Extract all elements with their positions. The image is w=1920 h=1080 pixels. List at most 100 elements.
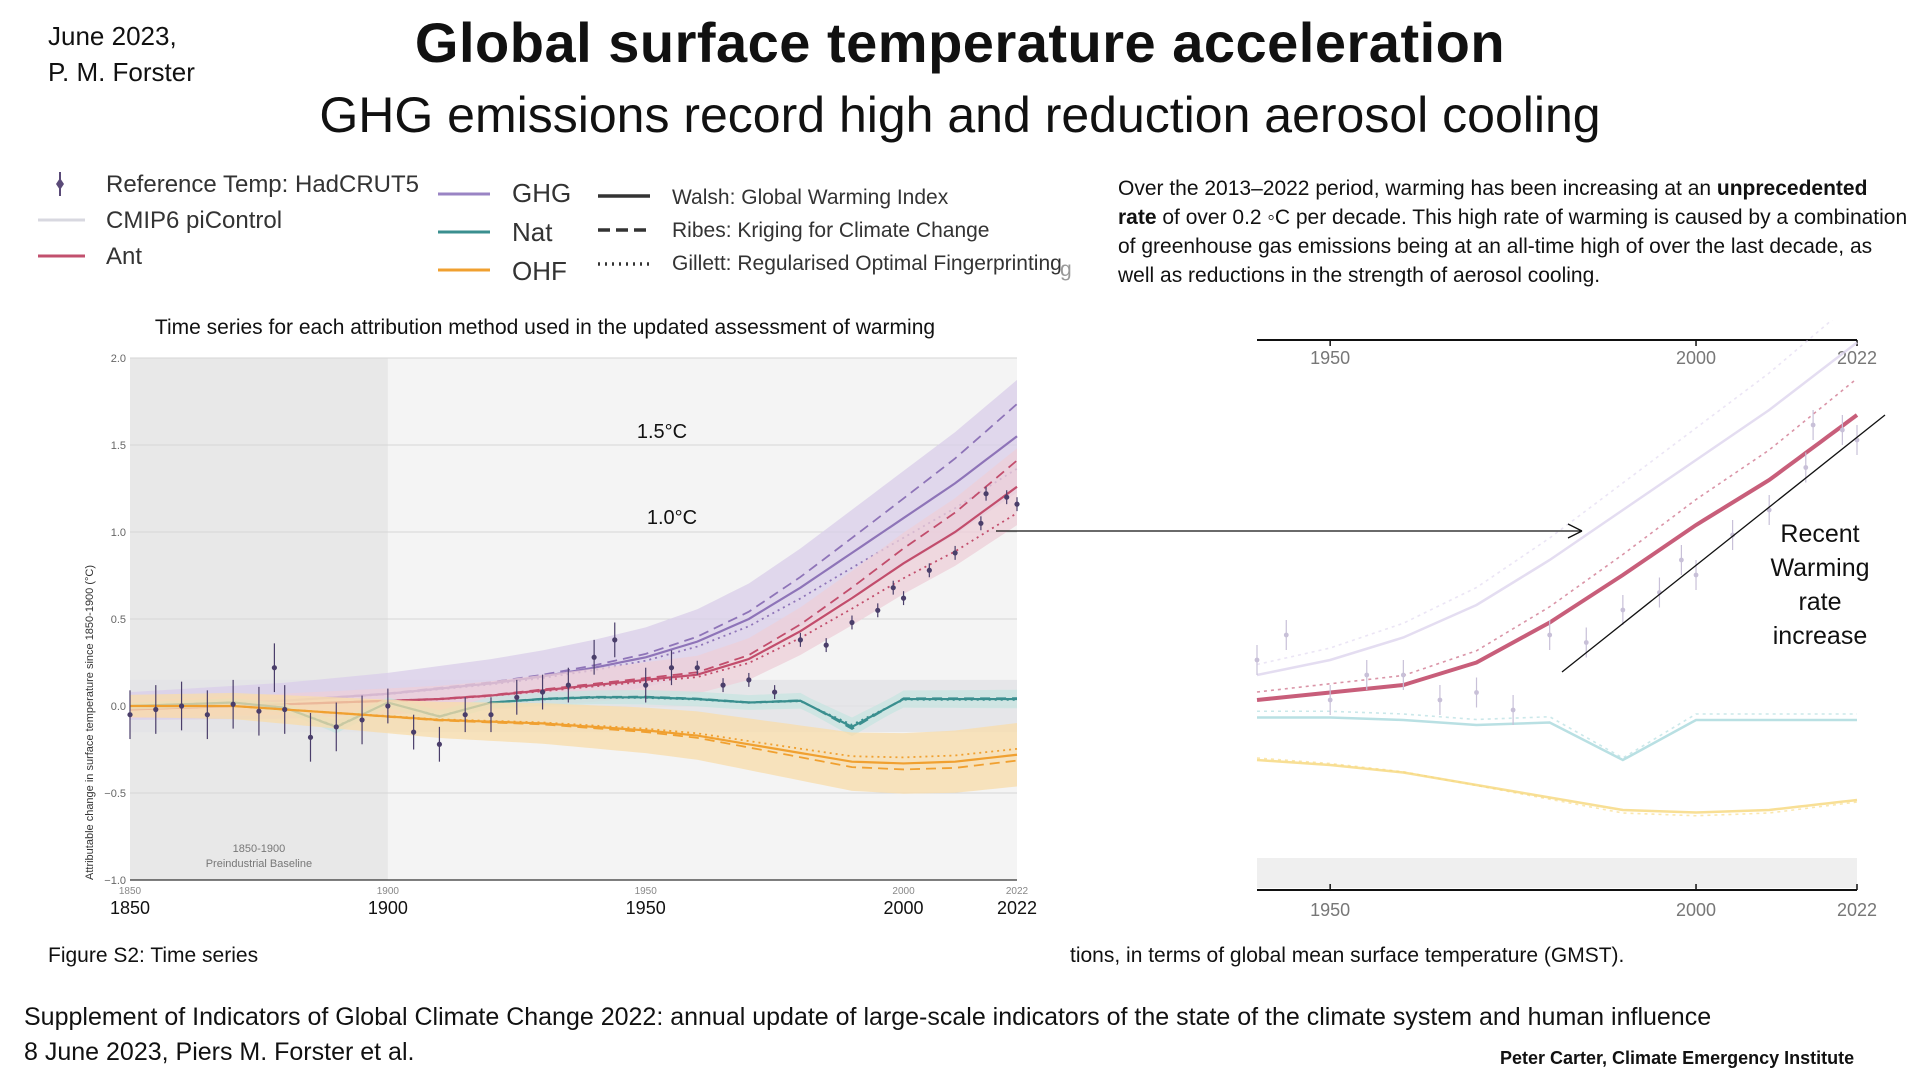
source-citation: Supplement of Indicators of Global Clima…: [24, 1000, 1711, 1070]
obs-point: [849, 619, 855, 626]
obs-point: [926, 567, 932, 573]
zoom-obs-point: [1400, 672, 1406, 678]
legend-stray-glyph: g: [1060, 258, 1072, 281]
obs-point: [565, 682, 571, 688]
obs-point: [720, 682, 726, 688]
obs-point: [539, 689, 546, 695]
legend-item-ohf: OHF: [438, 256, 567, 286]
baseline-label-line1: 1850-1900: [233, 843, 286, 855]
legend-item-ribes: Ribes: Kriging for Climate Change: [598, 219, 989, 242]
recent-warming-line3: rate: [1798, 588, 1841, 616]
zoom-plot-area: 1950 1950 2000 2000 2022 2022: [1254, 320, 1877, 920]
legend-label-nat: Nat: [512, 217, 553, 247]
chart-legend: Reference Temp: HadCRUT5 CMIP6 piControl…: [38, 171, 1072, 286]
zoom-obs-point: [1730, 532, 1736, 538]
zoom-obs-point: [1283, 632, 1289, 638]
zoom-x-tick-bottom: 1950: [1310, 900, 1350, 920]
y-tick-label: 1.5: [111, 440, 126, 452]
legend-item-nat: Nat: [438, 217, 553, 247]
legend-item-reference: Reference Temp: HadCRUT5: [56, 171, 419, 198]
obs-point: [612, 637, 618, 643]
annotation-1-5c: 1.5°C: [637, 421, 687, 443]
zoom-obs-point: [1810, 422, 1816, 428]
legend-label-walsh: Walsh: Global Warming Index: [672, 186, 949, 209]
legend-label-ghg: GHG: [512, 178, 571, 208]
obs-point: [823, 642, 829, 648]
zoom-line-ghg-alt: [1256, 320, 1834, 666]
zoom-obs-point: [1510, 707, 1516, 713]
legend-item-ghg: GHG: [438, 178, 571, 208]
y-tick-label: 1.0: [111, 527, 126, 539]
obs-point: [462, 712, 468, 718]
obs-point: [256, 708, 262, 714]
recent-warming-trend-line: [1561, 414, 1886, 673]
author-date: June 2023,: [48, 21, 177, 51]
x-tick-large: 1900: [368, 898, 408, 918]
zoom-x-tick-bottom: 2000: [1676, 900, 1716, 920]
zoom-obs-point: [1693, 572, 1699, 578]
zoom-line-ohf: [1256, 758, 1858, 814]
legend-label-picontrol: CMIP6 piControl: [106, 207, 282, 234]
y-tick-label: 2.0: [111, 353, 126, 365]
zoom-line-ohf-alt: [1256, 757, 1858, 817]
zoom-line-ghg: [1256, 341, 1858, 677]
legend-item-walsh: Walsh: Global Warming Index: [598, 186, 949, 209]
zoom-obs-point: [1474, 690, 1479, 695]
zoom-obs-point: [1437, 697, 1443, 703]
obs-point: [875, 607, 881, 613]
zoom-obs-point: [1678, 557, 1684, 563]
chart-title: Time series for each attribution method …: [155, 316, 935, 339]
line-ohf-gillett: [130, 705, 1018, 759]
obs-point: [282, 706, 288, 713]
x-tick-small: 2000: [892, 886, 915, 897]
y-tick-label: 0.0: [111, 701, 126, 713]
description-text: Over the 2013–2022 period, warming has b…: [1118, 174, 1908, 290]
x-tick-large: 2000: [884, 898, 924, 918]
baseline-label-line2: Preindustrial Baseline: [206, 858, 312, 870]
obs-point: [952, 550, 958, 556]
zoom-obs-point: [1839, 427, 1845, 433]
obs-point: [772, 689, 778, 695]
obs-point: [271, 665, 277, 671]
line-ohf-ribes: [130, 705, 1018, 771]
y-tick-label: −0.5: [104, 788, 126, 800]
obs-point: [900, 595, 907, 601]
annotation-1-0c: 1.0°C: [647, 507, 697, 529]
page-title: Global surface temperature acceleration: [414, 11, 1506, 74]
zoom-obs-point: [1327, 697, 1333, 703]
zoom-line-ant: [1256, 413, 1859, 702]
figure-caption-right: tions, in terms of global mean surface t…: [1070, 944, 1625, 967]
legend-item-gillett: Gillett: Regularised Optimal Fingerprint…: [598, 252, 1062, 275]
obs-point: [488, 712, 494, 718]
source-line2: 8 June 2023, Piers M. Forster et al.: [24, 1038, 415, 1066]
obs-point: [1014, 501, 1020, 507]
obs-point: [436, 741, 443, 747]
author-block: June 2023, P. M. Forster: [48, 18, 195, 90]
obs-point: [359, 717, 365, 723]
zoom-obs-point: [1803, 465, 1809, 470]
zoom-x-tick-top: 1950: [1310, 348, 1350, 368]
obs-point: [890, 585, 896, 591]
page-subtitle: GHG emissions record high and reduction …: [319, 87, 1601, 143]
legend-label-reference: Reference Temp: HadCRUT5: [106, 171, 419, 198]
obs-point: [643, 682, 649, 688]
zoom-x-tick-top: 2000: [1676, 348, 1716, 368]
zoom-obs-point: [1254, 657, 1260, 663]
zoom-line-nat: [1257, 716, 1857, 762]
source-line1: Supplement of Indicators of Global Clima…: [24, 1003, 1712, 1031]
main-chart: Time series for each attribution method …: [84, 316, 1037, 918]
description-bold: unprecedented rate: [1118, 177, 1868, 229]
x-tick-small: 2022: [1006, 886, 1029, 897]
obs-point: [178, 703, 185, 709]
zoom-line-ant-alt: [1256, 377, 1858, 693]
line-ant-gillett: [129, 512, 1018, 711]
description-part1: Over the 2013–2022 period, warming has b…: [1118, 177, 1717, 200]
legend-label-ant: Ant: [106, 243, 142, 270]
obs-point: [514, 694, 520, 700]
zoom-obs-point: [1364, 672, 1370, 678]
zoom-x-tick-bottom: 2022: [1837, 900, 1877, 920]
zoom-obs-point: [1583, 640, 1589, 645]
recent-warming-line2: Warming: [1770, 554, 1869, 582]
description-part2: of over 0.2 ◦C per decade. This high rat…: [1118, 206, 1908, 287]
